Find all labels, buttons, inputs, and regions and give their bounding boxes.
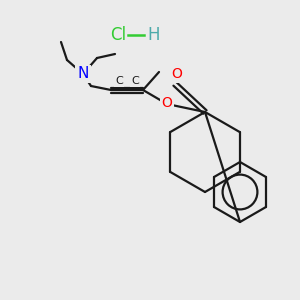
Text: H: H	[148, 26, 160, 44]
Text: O: O	[172, 67, 182, 81]
Text: N: N	[77, 67, 89, 82]
Text: Cl: Cl	[110, 26, 126, 44]
Text: C: C	[115, 76, 123, 86]
Text: C: C	[131, 76, 139, 86]
Text: O: O	[162, 96, 172, 110]
